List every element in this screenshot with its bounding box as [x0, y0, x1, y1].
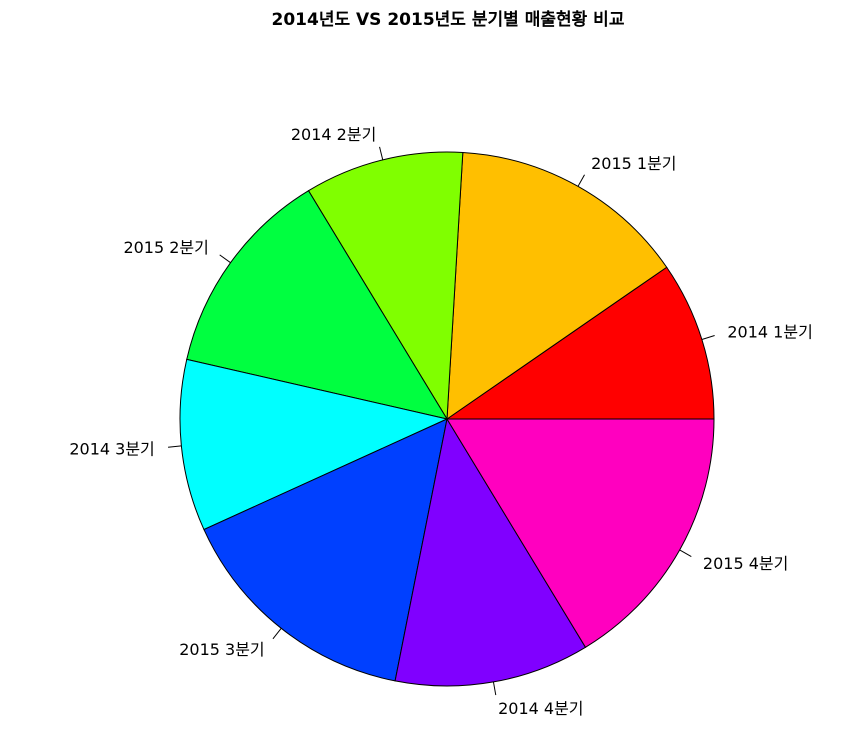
slice-labels: 2014 1분기 2015 1분기 2014 2분기 2015 2분기 2014 3분기…	[69, 125, 812, 718]
slice-label: 2015 1분기	[591, 154, 676, 173]
leader-line	[219, 254, 231, 264]
leader-line	[492, 681, 497, 696]
pie-slice	[394, 417, 587, 687]
pie-slices	[179, 151, 715, 687]
chart-title: 2014년도 VS 2015년도 분기별 매출현황 비교	[272, 10, 625, 30]
slice-label: 2014 4분기	[498, 699, 583, 718]
pie-slice	[179, 358, 449, 531]
slice-label: 2015 3분기	[179, 640, 264, 659]
pie-slice	[203, 418, 448, 682]
slice-label: 2014 1분기	[727, 323, 812, 342]
leader-line	[577, 174, 585, 187]
slice-label: 2014 2분기	[291, 125, 376, 144]
leader-line	[679, 549, 692, 557]
leader-line	[379, 146, 384, 160]
pie-slice	[446, 151, 668, 420]
pie-slice	[186, 190, 449, 420]
slice-label: 2015 2분기	[123, 238, 208, 257]
leader-lines	[168, 146, 715, 696]
leader-line	[701, 335, 715, 340]
slice-label: 2014 3분기	[69, 440, 154, 459]
pie-slice	[446, 418, 715, 648]
slice-label: 2015 4분기	[703, 554, 788, 573]
leader-line	[272, 627, 282, 640]
leader-line	[168, 445, 182, 448]
